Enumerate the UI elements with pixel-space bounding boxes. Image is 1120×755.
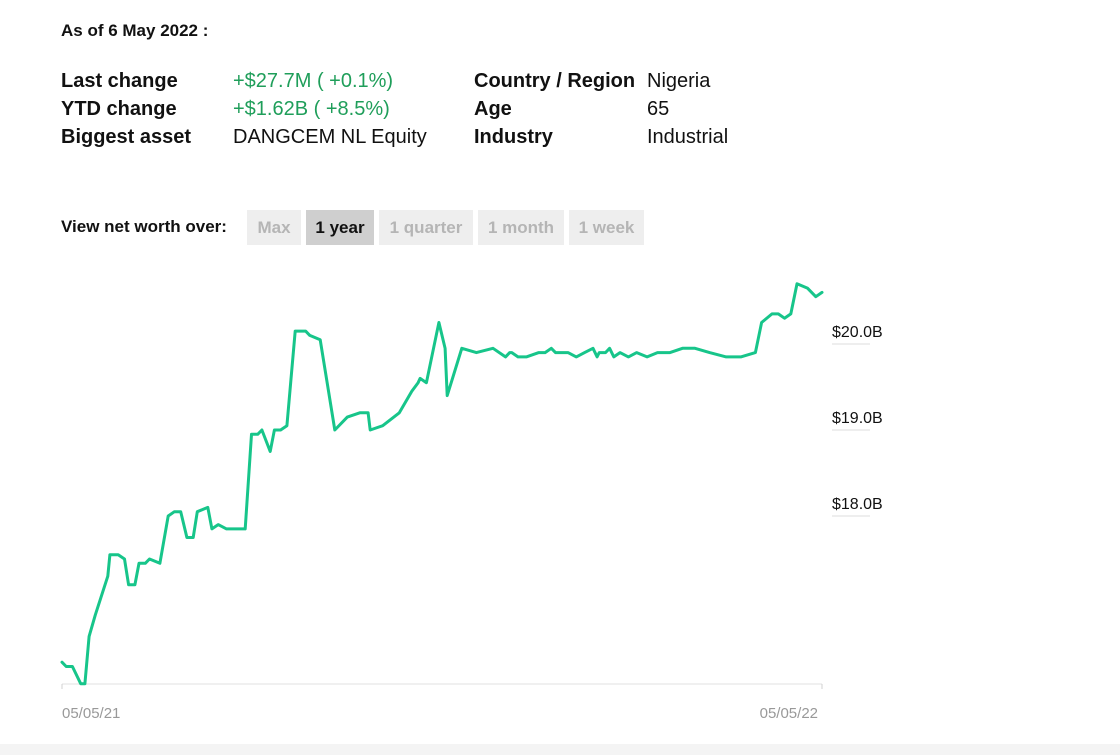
chart-grid xyxy=(61,343,870,689)
stat-value-ytd-change: +$1.62B ( +8.5%) xyxy=(233,98,390,120)
page-bottom-edge xyxy=(0,744,1120,755)
stat-value-industry: Industrial xyxy=(647,126,729,148)
chart-series-layer xyxy=(60,282,824,686)
stat-value-last-change: +$27.7M ( +0.1%) xyxy=(233,70,394,92)
y-tick-label: $19.0B xyxy=(832,410,883,427)
stat-label-country: Country / Region xyxy=(474,70,636,92)
as-of-date: As of 6 May 2022 : xyxy=(61,21,209,40)
range-button-1-quarter[interactable]: 1 quarter xyxy=(379,210,473,245)
range-button-1-month[interactable]: 1 month xyxy=(478,210,564,245)
range-button-max[interactable]: Max xyxy=(247,210,301,245)
net-worth-chart: $18.0B $19.0B $20.0B 05/05/21 05/05/22 xyxy=(60,282,883,722)
y-tick-label: $18.0B xyxy=(832,496,883,513)
x-tick-label: 05/05/21 xyxy=(62,705,120,722)
range-button-1-week[interactable]: 1 week xyxy=(569,210,644,245)
stat-value-age: 65 xyxy=(647,98,670,120)
stat-value-biggest-asset: DANGCEM NL Equity xyxy=(233,126,427,148)
stat-label-ytd-change: YTD change xyxy=(61,98,177,120)
stat-label-age: Age xyxy=(474,98,512,120)
range-button-1-year[interactable]: 1 year xyxy=(306,210,374,245)
view-net-worth-label: View net worth over: xyxy=(61,217,227,236)
x-tick-label: 05/05/22 xyxy=(760,705,818,722)
y-tick-label: $20.0B xyxy=(832,324,883,341)
stat-value-country: Nigeria xyxy=(647,70,711,92)
stat-label-biggest-asset: Biggest asset xyxy=(61,126,192,148)
net-worth-line xyxy=(60,282,824,686)
stat-label-industry: Industry xyxy=(474,126,553,148)
stats-panel: Last change +$27.7M ( +0.1%) Country / R… xyxy=(61,68,821,158)
stat-label-last-change: Last change xyxy=(61,70,178,92)
chart-labels: $18.0B $19.0B $20.0B 05/05/21 05/05/22 xyxy=(62,324,883,722)
